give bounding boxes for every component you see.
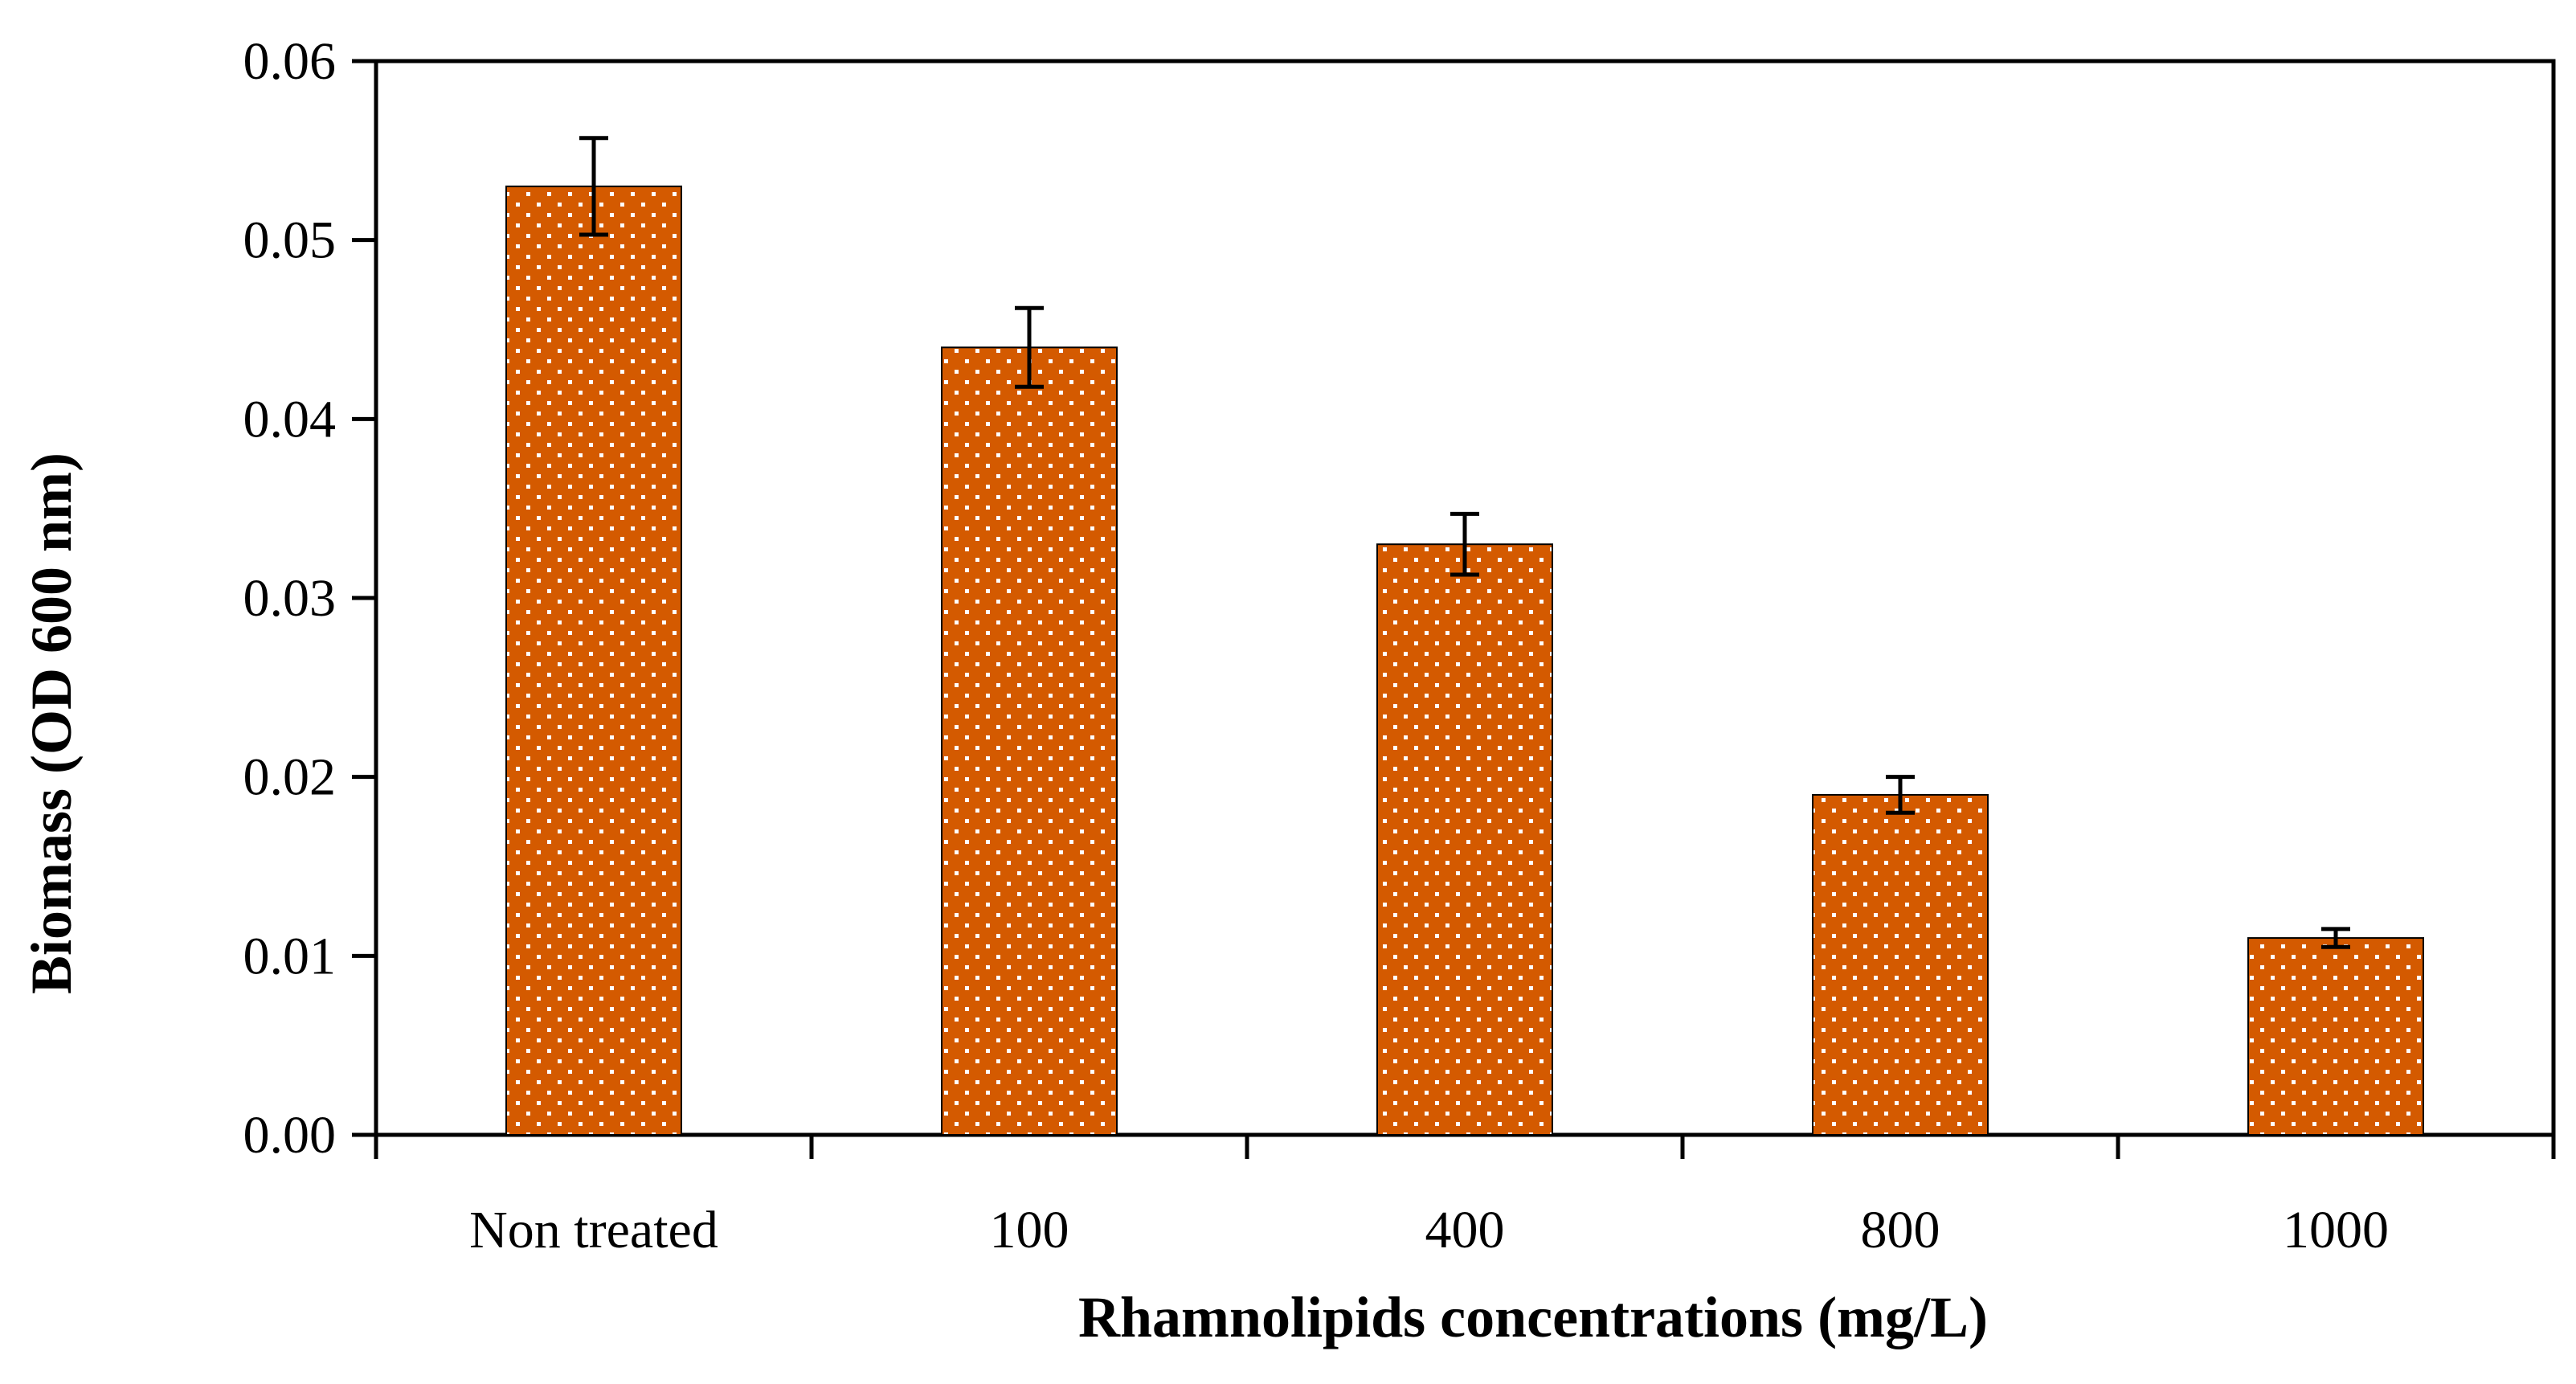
y-tick-label-4: 0.04 bbox=[243, 390, 337, 448]
y-axis-title: Biomass (OD 600 nm) bbox=[19, 452, 84, 994]
x-tick-label-1: 100 bbox=[990, 1201, 1069, 1259]
y-tick-label-3: 0.03 bbox=[243, 569, 337, 628]
y-tick-label-1: 0.01 bbox=[243, 927, 337, 985]
bar-0 bbox=[505, 185, 682, 1136]
x-tick-label-2: 400 bbox=[1425, 1201, 1505, 1259]
y-axis: 0.00 0.01 0.02 0.03 0.04 0.05 0.06 bbox=[243, 32, 376, 1165]
y-tick-label-6: 0.06 bbox=[243, 32, 337, 91]
y-tick-label-2: 0.02 bbox=[243, 748, 337, 807]
x-tick-label-4: 1000 bbox=[2283, 1201, 2389, 1259]
y-tick-label-5: 0.05 bbox=[243, 211, 337, 270]
bar-2 bbox=[1376, 543, 1553, 1136]
bars-group bbox=[505, 185, 2424, 1136]
x-axis-title: Rhamnolipids concentrations (mg/L) bbox=[1078, 1285, 1988, 1349]
bar-3 bbox=[1812, 793, 1989, 1136]
y-tick-label-0: 0.00 bbox=[243, 1106, 337, 1165]
x-tick-label-0: Non treated bbox=[469, 1201, 718, 1259]
bar-4 bbox=[2247, 937, 2424, 1136]
x-axis: Non treated 100 400 800 1000 bbox=[374, 1135, 2556, 1259]
bar-1 bbox=[941, 346, 1118, 1136]
error-bars-group bbox=[579, 136, 2350, 949]
x-tick-label-3: 800 bbox=[1861, 1201, 1940, 1259]
